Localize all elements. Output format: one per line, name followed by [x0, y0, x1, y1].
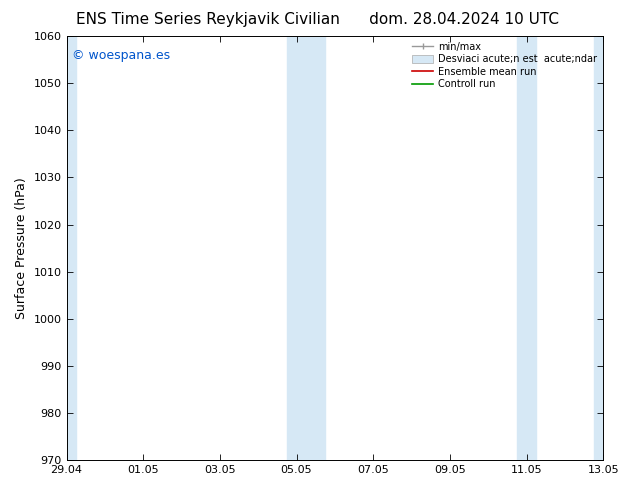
Bar — [306, 36, 325, 460]
Text: ENS Time Series Reykjavik Civilian      dom. 28.04.2024 10 UTC: ENS Time Series Reykjavik Civilian dom. … — [75, 12, 559, 27]
Y-axis label: Surface Pressure (hPa): Surface Pressure (hPa) — [15, 177, 28, 319]
Bar — [63, 36, 76, 460]
Text: © woespana.es: © woespana.es — [72, 49, 170, 62]
Bar — [517, 36, 536, 460]
Bar — [287, 36, 306, 460]
Bar — [593, 36, 607, 460]
Legend: min/max, Desviaci acute;n est  acute;ndar, Ensemble mean run, Controll run: min/max, Desviaci acute;n est acute;ndar… — [408, 38, 601, 93]
